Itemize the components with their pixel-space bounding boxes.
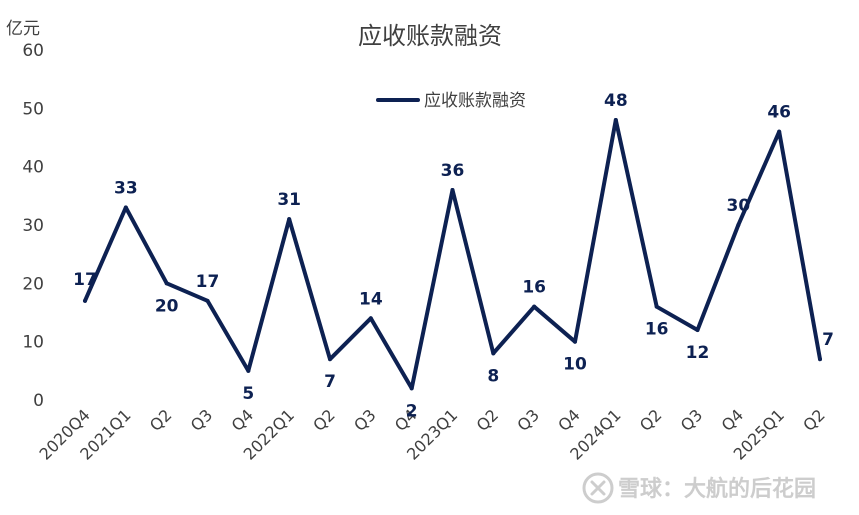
legend-label: 应收账款融资 [424, 91, 526, 111]
data-point [573, 339, 577, 344]
data-label: 46 [767, 103, 791, 123]
data-label: 5 [242, 384, 254, 404]
data-label: 8 [487, 366, 499, 386]
x-tick-label: Q3 [677, 405, 707, 435]
chart-title: 应收账款融资 [358, 22, 502, 50]
data-point [83, 298, 87, 303]
data-label: 33 [114, 179, 138, 199]
x-tick-label: Q3 [350, 405, 380, 435]
data-point [736, 223, 741, 227]
data-label: 7 [822, 330, 834, 350]
data-label: 20 [155, 296, 179, 316]
data-label: 36 [441, 161, 465, 181]
x-tick-label: Q4 [718, 405, 748, 435]
y-tick-label: 10 [22, 333, 44, 353]
data-point [777, 129, 782, 134]
y-axis-ticks: 0 10 20 30 40 50 60 [22, 41, 44, 411]
data-point [328, 357, 332, 362]
snowball-logo-icon [582, 472, 614, 504]
data-point [818, 357, 822, 362]
x-tick-label: Q2 [636, 405, 666, 435]
y-tick-label: 60 [22, 41, 44, 61]
y-tick-label: 20 [22, 274, 44, 294]
x-tick-label: Q2 [146, 405, 176, 435]
y-axis-unit-label: 亿元 [6, 19, 40, 39]
data-point [491, 351, 496, 356]
data-point [123, 205, 128, 210]
data-point [613, 118, 618, 122]
data-point [246, 368, 251, 373]
data-point [368, 316, 373, 321]
x-tick-label: Q3 [187, 405, 217, 435]
data-label: 17 [196, 272, 220, 292]
data-labels: 17 33 20 17 5 31 7 14 2 36 8 16 10 48 16 12 30 46 7 [73, 91, 834, 421]
watermark: 雪球：大航的后花园 [582, 472, 816, 504]
data-point [164, 281, 169, 286]
data-point [450, 188, 455, 192]
data-label: 12 [686, 343, 710, 363]
y-tick-label: 30 [22, 216, 44, 236]
y-tick-label: 0 [33, 391, 44, 411]
data-point [409, 386, 414, 391]
data-label: 2 [406, 401, 418, 421]
data-point [654, 304, 659, 309]
x-tick-label: Q4 [228, 405, 258, 435]
data-label: 10 [563, 355, 587, 375]
y-tick-label: 50 [22, 99, 44, 119]
data-label: 16 [645, 320, 669, 340]
data-label: 16 [522, 278, 546, 298]
watermark-text: 雪球：大航的后花园 [618, 476, 816, 502]
y-tick-label: 40 [22, 158, 44, 178]
data-point [532, 304, 537, 309]
data-label: 17 [73, 270, 97, 290]
data-points [83, 118, 822, 391]
x-tick-label: Q3 [513, 405, 543, 435]
data-label: 31 [277, 190, 301, 210]
legend: 应收账款融资 [376, 91, 526, 111]
x-tick-label: Q2 [309, 405, 339, 435]
data-point [287, 217, 292, 222]
x-tick-label: Q2 [473, 405, 503, 435]
data-label: 14 [359, 289, 383, 309]
x-tick-label: Q2 [799, 405, 829, 435]
data-label: 30 [726, 196, 750, 216]
data-point [695, 328, 700, 332]
data-label: 48 [604, 91, 628, 111]
data-label: 7 [324, 372, 336, 392]
data-point [205, 298, 210, 303]
x-tick-label: Q4 [554, 405, 584, 435]
